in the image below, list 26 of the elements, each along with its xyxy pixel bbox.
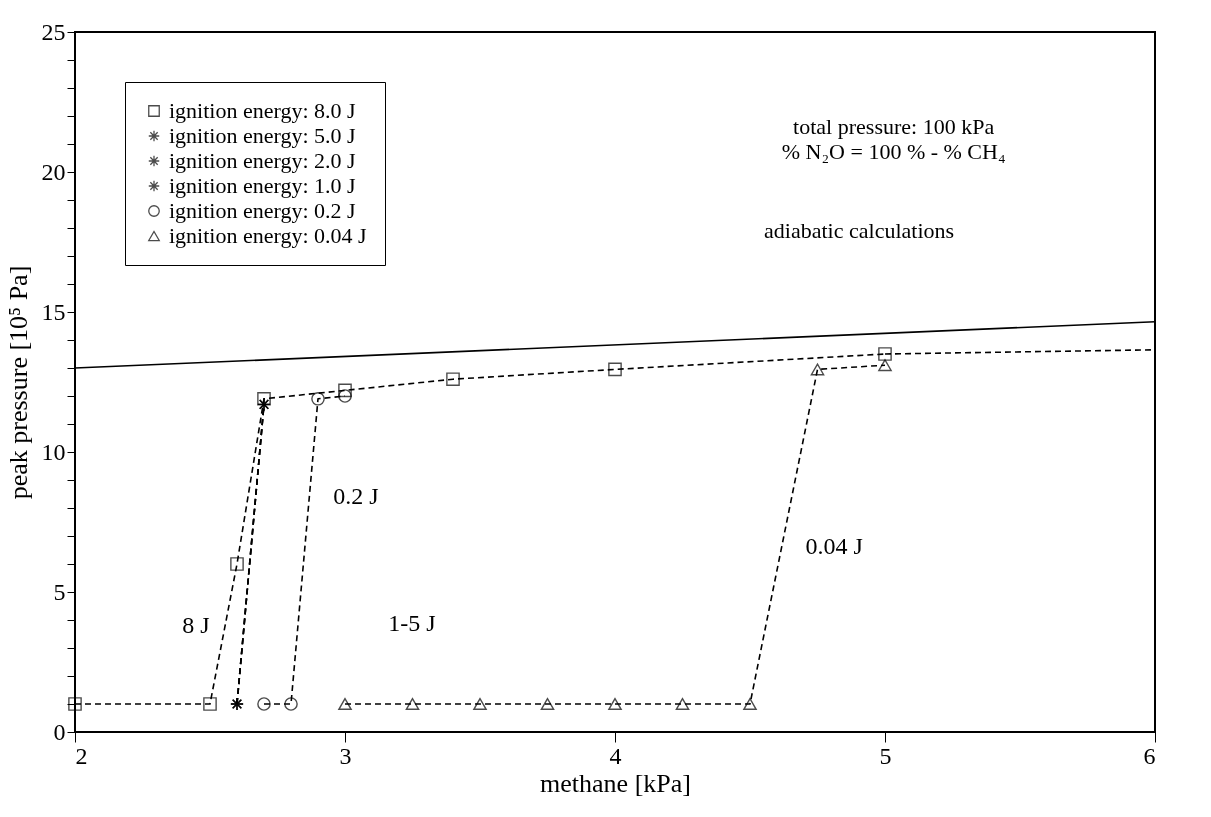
x-tick-label: 3 bbox=[339, 742, 352, 769]
y-tick-label: 5 bbox=[53, 578, 66, 605]
legend-label: ignition energy: 2.0 J bbox=[169, 148, 357, 173]
y-tick-label: 20 bbox=[41, 158, 66, 185]
legend-label: ignition energy: 0.2 J bbox=[169, 198, 357, 223]
x-tick-label: 2 bbox=[75, 742, 88, 769]
legend-label: ignition energy: 0.04 J bbox=[169, 223, 368, 248]
y-tick-label: 10 bbox=[41, 438, 66, 465]
legend-label: ignition energy: 8.0 J bbox=[169, 98, 357, 123]
annotation: 0.2 J bbox=[333, 482, 379, 509]
x-axis-title: methane [kPa] bbox=[540, 768, 691, 798]
y-tick-label: 15 bbox=[41, 298, 66, 325]
y-tick-label: 25 bbox=[41, 18, 66, 45]
legend-label: ignition energy: 5.0 J bbox=[169, 123, 357, 148]
x-tick-label: 5 bbox=[879, 742, 892, 769]
legend-label: ignition energy: 1.0 J bbox=[169, 173, 357, 198]
x-tick-label: 4 bbox=[609, 742, 622, 769]
annotation: 1-5 J bbox=[388, 609, 436, 636]
annotation: % N₂O = 100 % - % CH₄ bbox=[781, 139, 1006, 165]
annotation: 0.04 J bbox=[805, 533, 863, 560]
x-tick-label: 6 bbox=[1143, 742, 1156, 769]
y-axis-title: peak pressure [10⁵ Pa] bbox=[3, 265, 33, 500]
annotation: total pressure: 100 kPa bbox=[793, 114, 995, 140]
annotation: adiabatic calculations bbox=[764, 217, 955, 243]
annotation: 8 J bbox=[182, 611, 210, 638]
y-tick-label: 0 bbox=[53, 718, 66, 745]
